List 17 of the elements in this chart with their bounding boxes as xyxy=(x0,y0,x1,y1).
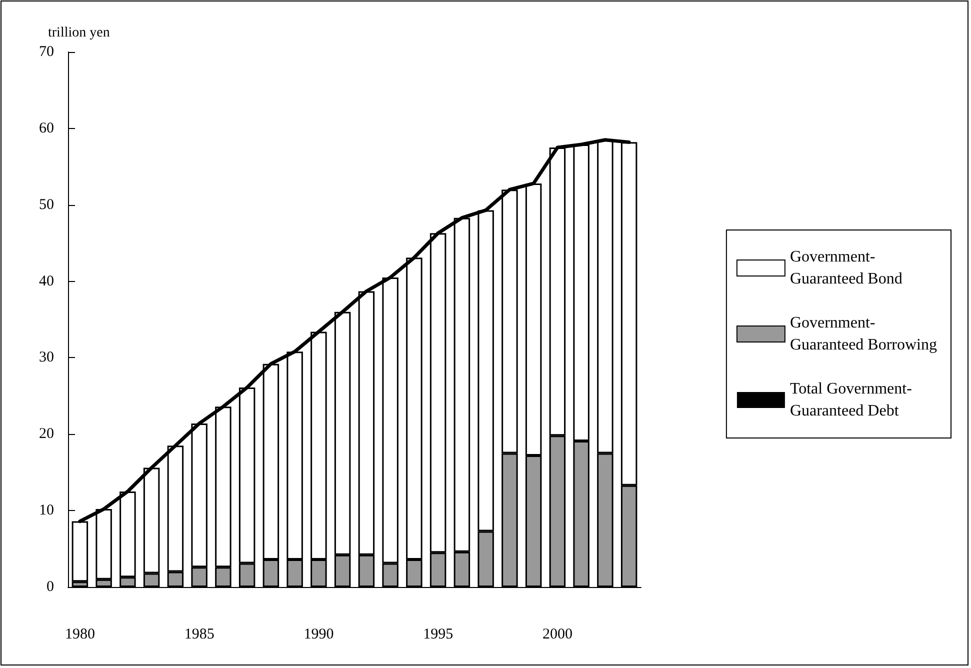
legend-label: Total Government-Guaranteed Debt xyxy=(790,380,912,420)
y-tick-label: 20 xyxy=(39,426,54,442)
y-tick-label: 60 xyxy=(39,120,54,136)
legend-label: Government-Guaranteed Bond xyxy=(790,248,902,288)
x-tick-label: 2000 xyxy=(542,626,572,642)
y-axis-title: trillion yen xyxy=(48,26,110,40)
x-tick-label: 1995 xyxy=(423,626,454,642)
y-tick-label: 30 xyxy=(39,350,54,366)
y-tick-label: 70 xyxy=(39,44,54,60)
legend-label: Government-Guaranteed Borrowing xyxy=(790,314,937,354)
y-tick-label: 10 xyxy=(39,502,54,519)
y-tick-label: 0 xyxy=(46,579,54,595)
y-tick-label: 50 xyxy=(39,196,54,213)
y-tick-label: 40 xyxy=(39,273,54,290)
x-tick-label: 1990 xyxy=(304,626,334,642)
x-tick-label: 1980 xyxy=(64,626,95,642)
x-tick-label: 1985 xyxy=(184,626,214,642)
